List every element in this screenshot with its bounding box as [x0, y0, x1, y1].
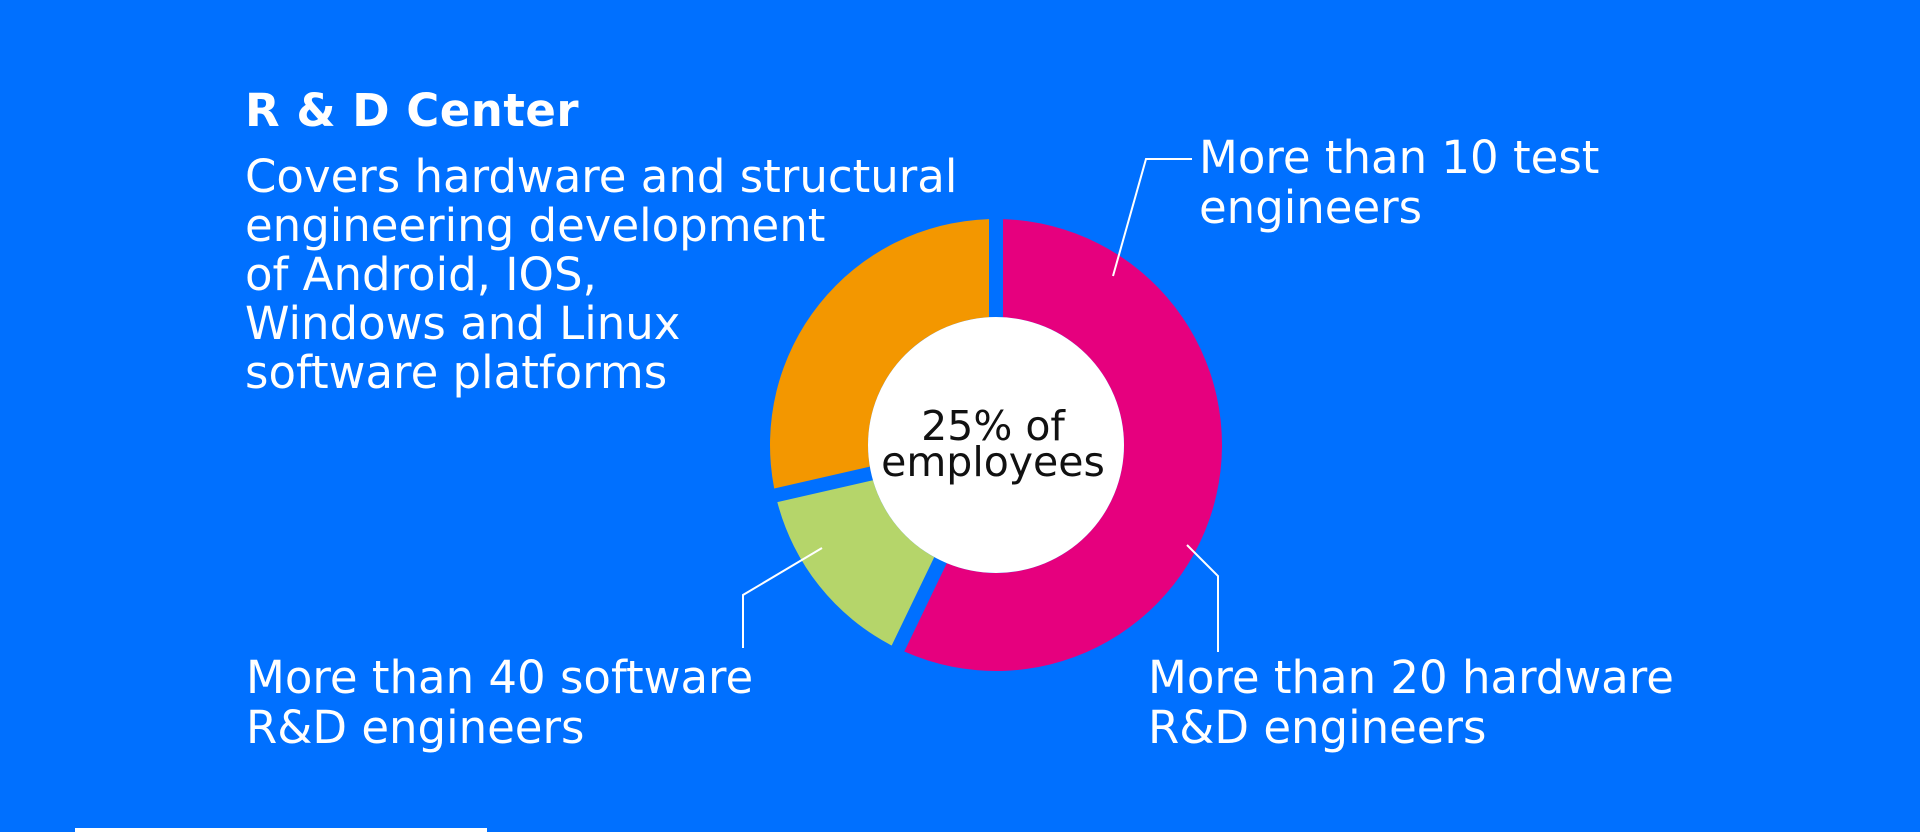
description-line: Windows and Linux: [245, 297, 681, 350]
leader-line-software: [742, 547, 823, 648]
legend-label-line: R&D engineers: [246, 701, 585, 754]
donut-center: [868, 317, 1124, 573]
section-description: Covers hardware and structural engineeri…: [245, 152, 985, 397]
center-label-line: 25% of: [921, 402, 1065, 450]
section-title: R & D Center: [245, 84, 580, 137]
donut-center-label: 25% of employees: [868, 402, 1118, 486]
legend-label-line: R&D engineers: [1148, 701, 1487, 754]
description-line: Covers hardware and structural: [245, 150, 958, 203]
legend-label-line: More than 40 software: [246, 651, 754, 704]
bottom-divider: [75, 828, 487, 832]
donut-slice-hardware: [769, 219, 990, 489]
legend-label-line: engineers: [1199, 181, 1423, 234]
description-line: of Android, IOS,: [245, 248, 597, 301]
description-line: software platforms: [245, 346, 668, 399]
donut-slice-test: [777, 480, 935, 646]
legend-label-hardware: More than 20 hardware R&D engineers: [1148, 653, 1674, 753]
description-line: engineering development: [245, 199, 826, 252]
legend-label-line: More than 10 test: [1199, 131, 1600, 184]
legend-label-line: More than 20 hardware: [1148, 651, 1674, 704]
legend-label-test: More than 10 test engineers: [1199, 133, 1599, 233]
center-label-line: employees: [881, 438, 1105, 486]
legend-label-software: More than 40 software R&D engineers: [246, 653, 753, 753]
leader-line-test: [1112, 158, 1192, 277]
leader-line-hardware: [1186, 544, 1219, 652]
donut-slice-software: [904, 219, 1223, 672]
